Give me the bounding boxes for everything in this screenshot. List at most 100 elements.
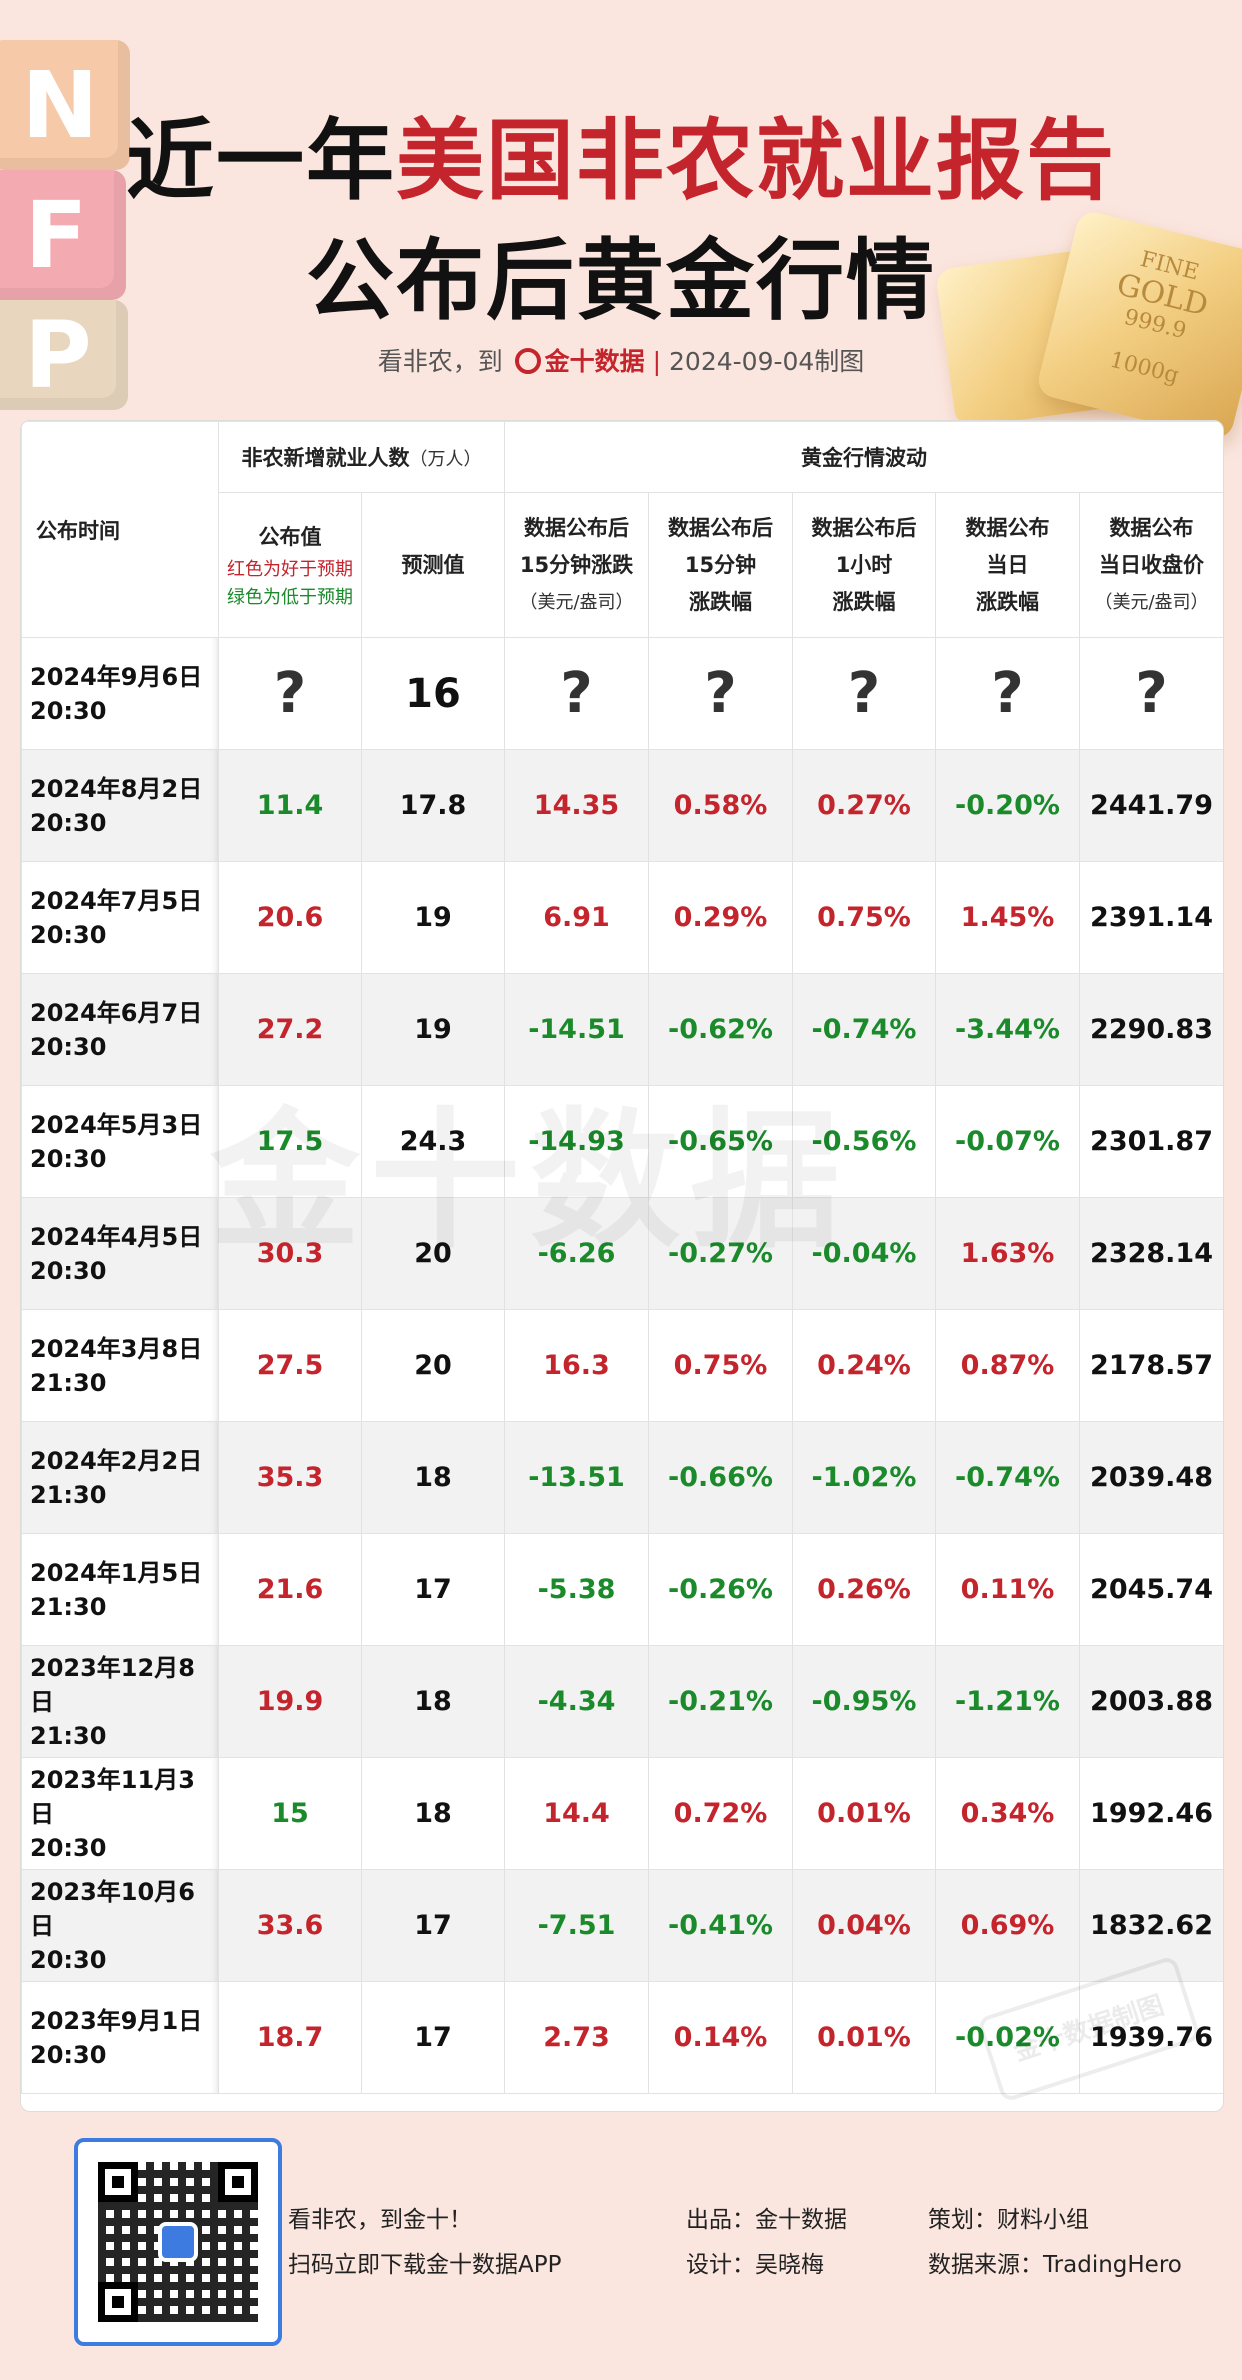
cell-forecast: 24.3	[361, 1085, 505, 1198]
brand-logo-icon	[514, 348, 541, 374]
cell-pct-day: -3.44%	[935, 973, 1080, 1086]
cell-actual: 17.5	[218, 1085, 362, 1198]
cell-close: 2003.88	[1078, 1645, 1223, 1758]
cell-pct-15m: -0.27%	[648, 1197, 793, 1310]
time-text: 20:30	[30, 696, 107, 725]
cell-pct-day: -0.74%	[935, 1421, 1080, 1534]
cell-pct-15m: -0.65%	[648, 1085, 793, 1198]
nfp-gold-table: 公布时间 非农新增就业人数（万人） 黄金行情波动 公布值 红色为好于预期 绿色为…	[20, 420, 1224, 2112]
cell-pct-15m: -0.62%	[648, 973, 793, 1086]
cell-actual: ?	[218, 637, 362, 750]
cell-pct-1h: 0.01%	[792, 1981, 936, 2094]
cell-pct-15m: 0.14%	[648, 1981, 793, 2094]
cell-forecast: 19	[361, 861, 505, 974]
header-pct-1h: 数据公布后 1小时 涨跌幅	[792, 492, 936, 638]
cell-pct-1h: -0.74%	[792, 973, 936, 1086]
cell-close: 2301.87	[1078, 1085, 1223, 1198]
cell-forecast: 18	[361, 1421, 505, 1534]
date-text: 2023年12月8日	[30, 1653, 195, 1716]
cell-close: 2039.48	[1078, 1421, 1223, 1534]
cell-forecast: 17.8	[361, 749, 505, 862]
cell-date: 2024年7月5日 20:30	[21, 861, 219, 974]
cell-date: 2023年9月1日 20:30	[21, 1981, 219, 2094]
cell-date: 2024年2月2日 21:30	[21, 1421, 219, 1534]
cell-close: 2441.79	[1078, 749, 1223, 862]
time-text: 20:30	[30, 920, 107, 949]
table-row: 2024年9月6日 20:30? 16?????	[21, 637, 1223, 750]
cell-pct-1h: 0.24%	[792, 1309, 936, 1422]
cell-date: 2024年1月5日 21:30	[21, 1533, 219, 1646]
cell-pct-day: 0.87%	[935, 1309, 1080, 1422]
cell-pct-15m: 0.75%	[648, 1309, 793, 1422]
cell-pct-day: -1.21%	[935, 1645, 1080, 1758]
cell-pct-day: -0.07%	[935, 1085, 1080, 1198]
date-text: 2023年9月1日	[30, 2006, 203, 2035]
cell-pct-15m: -0.66%	[648, 1421, 793, 1534]
header-actual: 公布值 红色为好于预期 绿色为低于预期	[218, 492, 362, 638]
cell-close: ?	[1078, 637, 1223, 750]
table-row: 2024年4月5日 20:30 30.3 20 -6.26 -0.27% -0.04% 1.6…	[21, 1197, 1223, 1310]
cell-actual: 21.6	[218, 1533, 362, 1646]
qr-code-icon[interactable]	[74, 2138, 282, 2346]
cell-actual: 30.3	[218, 1197, 362, 1310]
time-text: 21:30	[30, 1480, 107, 1509]
date-text: 2024年1月5日	[30, 1558, 203, 1587]
table-row: 2024年3月8日 21:30 27.5 20 16.3 0.75% 0.24% 0.87% 2…	[21, 1309, 1223, 1422]
cell-change-15m: -14.93	[504, 1085, 649, 1198]
date-text: 2024年9月6日	[30, 662, 203, 691]
cell-close: 2391.14	[1078, 861, 1223, 974]
header-pct-15m: 数据公布后 15分钟 涨跌幅	[648, 492, 793, 638]
cell-pct-1h: 0.26%	[792, 1533, 936, 1646]
cell-forecast: 18	[361, 1757, 505, 1870]
cell-actual: 27.5	[218, 1309, 362, 1422]
time-text: 20:30	[30, 1144, 107, 1173]
cell-actual: 15	[218, 1757, 362, 1870]
cell-forecast: 17	[361, 1981, 505, 2094]
table-row: 2024年5月3日 20:30 17.5 24.3 -14.93 -0.65% -0.56%…	[21, 1085, 1223, 1198]
cell-change-15m: -5.38	[504, 1533, 649, 1646]
cell-pct-day: 0.11%	[935, 1533, 1080, 1646]
cell-date: 2024年5月3日 20:30	[21, 1085, 219, 1198]
nfp-block-n: N	[0, 40, 130, 170]
cell-close: 2045.74	[1078, 1533, 1223, 1646]
cell-change-15m: -14.51	[504, 973, 649, 1086]
cell-pct-1h: -0.04%	[792, 1197, 936, 1310]
cell-change-15m: 16.3	[504, 1309, 649, 1422]
cell-actual: 35.3	[218, 1421, 362, 1534]
table-row: 2024年8月2日 20:30 11.4 17.8 14.35 0.58% 0.27% -0.…	[21, 749, 1223, 862]
cell-pct-1h: ?	[792, 637, 936, 750]
date-text: 2024年7月5日	[30, 886, 203, 915]
time-text: 20:30	[30, 1256, 107, 1285]
date-text: 2024年6月7日	[30, 998, 203, 1027]
page-subtitle: 公布后黄金行情	[305, 228, 936, 332]
cell-actual: 19.9	[218, 1645, 362, 1758]
footer-designer: 设计：吴晓梅	[686, 2252, 824, 2278]
time-text: 21:30	[30, 1592, 107, 1621]
date-text: 2023年11月3日	[30, 1765, 195, 1828]
footer-planner: 策划：财料小组	[928, 2207, 1089, 2233]
header-change-15m: 数据公布后 15分钟涨跌 （美元/盎司）	[504, 492, 649, 638]
cell-actual: 27.2	[218, 973, 362, 1086]
cell-actual: 33.6	[218, 1869, 362, 1982]
cell-pct-1h: -0.56%	[792, 1085, 936, 1198]
header-gold-group: 黄金行情波动	[503, 421, 1223, 493]
header-nfp-group: 非农新增就业人数（万人）	[218, 421, 505, 493]
cell-pct-15m: 0.58%	[648, 749, 793, 862]
cell-pct-day: 1.45%	[935, 861, 1080, 974]
cell-pct-15m: -0.26%	[648, 1533, 793, 1646]
time-text: 21:30	[30, 1721, 107, 1750]
cell-close: 2328.14	[1078, 1197, 1223, 1310]
cell-pct-day: 0.34%	[935, 1757, 1080, 1870]
cell-change-15m: -13.51	[504, 1421, 649, 1534]
cell-pct-1h: -0.95%	[792, 1645, 936, 1758]
cell-forecast: 16	[361, 637, 505, 750]
brand-logo-icon	[158, 2222, 198, 2262]
cell-pct-1h: 0.04%	[792, 1869, 936, 1982]
cell-pct-15m: -0.41%	[648, 1869, 793, 1982]
cell-close: 1992.46	[1078, 1757, 1223, 1870]
cell-pct-15m: -0.21%	[648, 1645, 793, 1758]
date-text: 2024年8月2日	[30, 774, 203, 803]
date-text: 2023年10月6日	[30, 1877, 195, 1940]
header-close: 数据公布 当日收盘价 （美元/盎司）	[1078, 492, 1223, 638]
footer-download: 扫码立即下载金十数据APP	[288, 2252, 562, 2278]
